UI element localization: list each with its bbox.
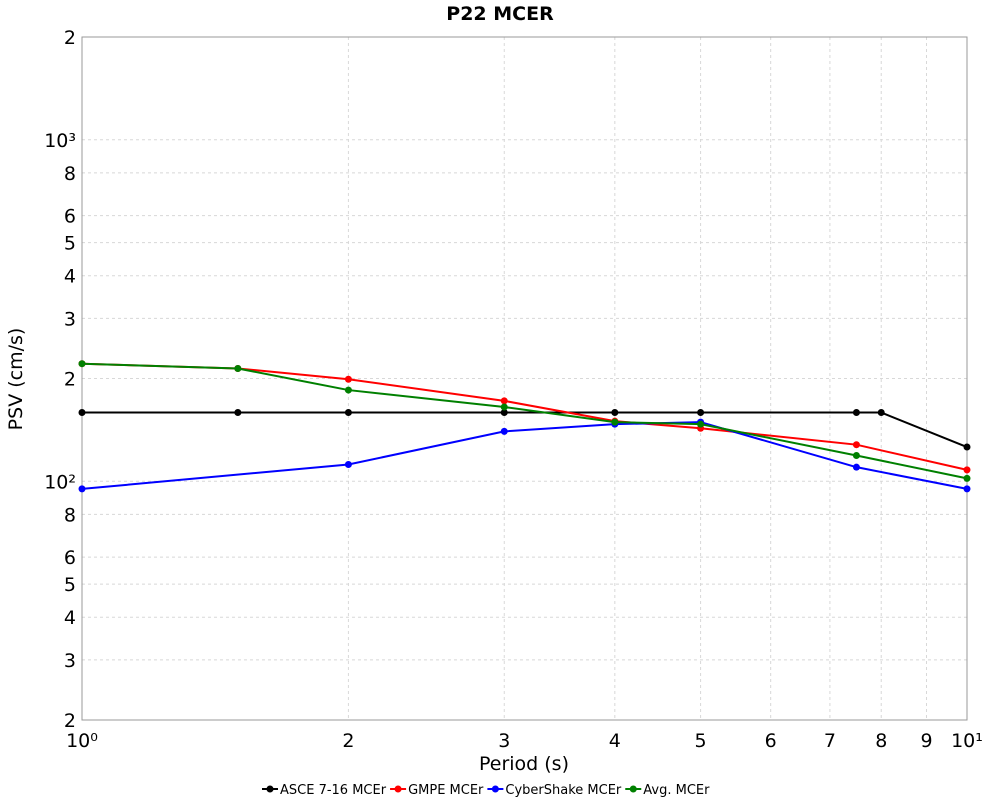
x-tick-label: 10¹ [951, 730, 983, 752]
x-tick-label: 6 [765, 730, 777, 752]
data-point [344, 375, 352, 383]
data-point [852, 452, 860, 460]
legend-marker [394, 785, 402, 793]
data-point [963, 474, 971, 482]
y-tick-label: 2 [64, 710, 76, 732]
data-point [500, 397, 508, 405]
x-tick-label: 8 [875, 730, 887, 752]
data-point [877, 409, 885, 417]
data-point [852, 463, 860, 471]
chart-title: P22 MCER [446, 3, 554, 25]
y-tick-label: 5 [64, 233, 76, 255]
y-tick-label: 6 [64, 206, 76, 228]
y-tick-label: 8 [64, 504, 76, 526]
data-point [963, 485, 971, 493]
series-line [81, 362, 968, 471]
data-point [611, 409, 619, 417]
data-point [344, 460, 352, 468]
data-point [78, 409, 86, 417]
data-point [852, 409, 860, 417]
data-point [500, 427, 508, 435]
data-point [963, 466, 971, 474]
y-tick-label: 6 [64, 547, 76, 569]
data-point [611, 418, 619, 426]
data-point [852, 441, 860, 449]
series-line [81, 421, 968, 490]
plot-frame [81, 36, 968, 721]
y-tick-label: 4 [64, 266, 76, 288]
legend-label: ASCE 7-16 MCEr [280, 783, 387, 798]
legend-label: GMPE MCEr [408, 783, 484, 798]
legend-label: Avg. MCEr [643, 783, 710, 798]
y-tick-label: 10³ [44, 130, 76, 152]
y-tick-label: 2 [64, 369, 76, 391]
legend-marker [629, 785, 637, 793]
data-point [78, 485, 86, 493]
x-tick-label: 2 [342, 730, 354, 752]
x-tick-label: 3 [498, 730, 510, 752]
x-tick-label: 7 [824, 730, 836, 752]
x-tick-label: 10⁰ [66, 730, 98, 752]
x-tick-label: 4 [609, 730, 621, 752]
data-point [344, 409, 352, 417]
legend-marker [491, 785, 499, 793]
y-tick-label: 4 [64, 607, 76, 629]
data-point [963, 443, 971, 451]
y-tick-label: 8 [64, 163, 76, 185]
legend: ASCE 7-16 MCEr GMPE MCEr CyberShake MCEr Av… [262, 783, 710, 798]
x-tick-label: 9 [920, 730, 932, 752]
data-point [234, 409, 242, 417]
data-point [697, 420, 705, 428]
data-point [500, 403, 508, 411]
x-tick-label: 5 [695, 730, 707, 752]
y-tick-label: 5 [64, 574, 76, 596]
y-tick-label: 2 [64, 27, 76, 49]
y-tick-label: 10² [44, 471, 76, 493]
data-point [697, 409, 705, 417]
data-point [500, 409, 508, 417]
y-tick-label: 3 [64, 308, 76, 330]
legend-label: CyberShake MCEr [505, 783, 622, 798]
x-axis-label: Period (s) [479, 753, 569, 775]
y-tick-label: 3 [64, 650, 76, 672]
data-point [344, 386, 352, 394]
data-point [234, 364, 242, 372]
series-line [81, 362, 968, 480]
y-axis-label: PSV (cm/s) [5, 328, 27, 431]
legend-marker [266, 785, 274, 793]
data-point [78, 360, 86, 368]
